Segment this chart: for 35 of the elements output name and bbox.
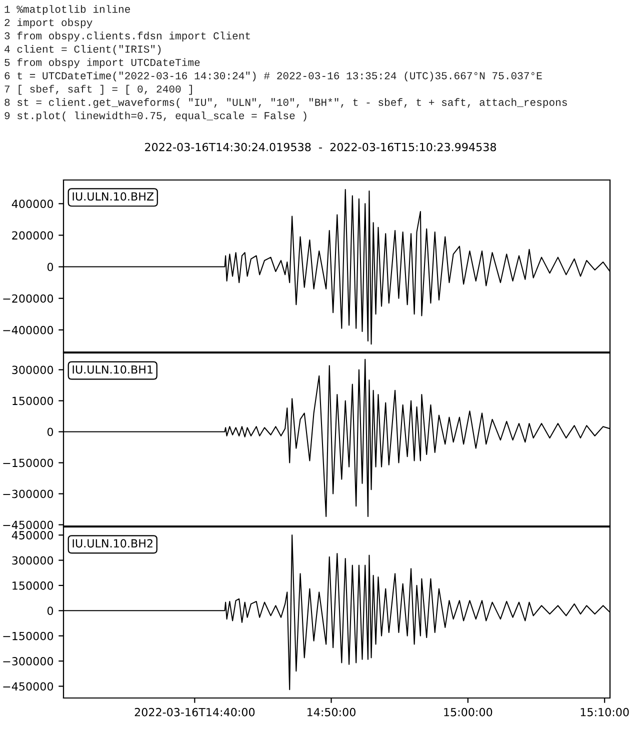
- y-tick-label: −150000: [3, 458, 54, 468]
- y-tick-label: 150000: [12, 396, 54, 406]
- y-tick-label: 300000: [12, 366, 54, 374]
- text: 7 [ sbef, saft ] = [ 0, 2400 ]: [4, 84, 192, 95]
- y-tick-label: −300000: [3, 490, 54, 498]
- text: IU.ULN.10.BH2: [72, 539, 152, 548]
- y-tick-label: 450000: [12, 531, 54, 540]
- y-tick-label: 300000: [12, 556, 54, 565]
- y-tick-label: 200000: [12, 231, 54, 240]
- text: 8 st = client.get_waveforms( "IU", "ULN", "10", "BH*", t - sbef, t + saft, attach_respons: [4, 98, 567, 108]
- y-tick-label: −450000: [3, 520, 54, 530]
- x-tick-label: 2022-03-16T14:40:00: [134, 708, 255, 716]
- x-tick-label: 15:00:00: [444, 708, 492, 716]
- chart-title: 2022-03-16T14:30:24.019538 - 2022-03-16T15:10:23.994538: [145, 142, 496, 152]
- text: 1 %matplotlib inline: [4, 5, 130, 15]
- y-tick-label: 0: [47, 262, 54, 272]
- text: 6 t = UTCDateTime("2022-03-16 14:30:24") # 2022-03-16 13:35:24 (UTC)35.667°N 75.037°E: [4, 72, 542, 82]
- text: IU.ULN.10.BH1: [72, 365, 152, 374]
- y-tick-label: −150000: [3, 632, 54, 640]
- y-tick-label: −200000: [3, 294, 54, 303]
- text: IU.ULN.10.BHZ: [72, 192, 154, 201]
- y-tick-label: 0: [47, 428, 54, 436]
- text: 9 st.plot( linewidth=0.75, equal_scale = False ): [4, 111, 306, 122]
- y-tick-label: −400000: [3, 326, 54, 334]
- x-tick-label: 14:50:00: [308, 708, 356, 716]
- x-tick-label: 15:10:00: [580, 708, 629, 716]
- y-tick-label: 150000: [12, 581, 54, 590]
- text: 2 import obspy: [4, 18, 92, 28]
- text: 5 from obspy import UTCDateTime: [4, 58, 200, 68]
- y-tick-label: 400000: [12, 200, 54, 208]
- text: 4 client = Client("IRIS"): [4, 44, 161, 55]
- y-tick-label: −450000: [3, 682, 54, 691]
- y-tick-label: −300000: [3, 657, 54, 666]
- text: 3 from obspy.clients.fdsn import Client: [4, 32, 250, 42]
- y-tick-label: 0: [47, 606, 54, 616]
